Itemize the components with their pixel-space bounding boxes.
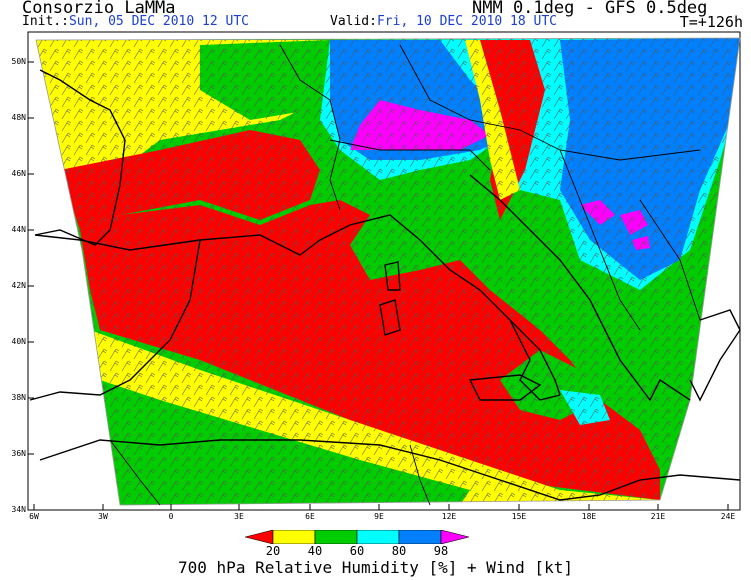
colorbar-segment-60-80 <box>356 530 400 544</box>
lon-label-24e: 24E <box>720 512 736 521</box>
colorbar <box>245 530 470 544</box>
forecast-step: T=+126h <box>679 13 743 31</box>
model-domain-outline <box>35 37 741 506</box>
init-value: Sun, 05 DEC 2010 12 UTC <box>68 14 249 29</box>
lon-label-12e: 12E <box>441 512 457 521</box>
axis-ticks <box>28 61 729 510</box>
humidity-field <box>36 38 740 505</box>
coastlines <box>29 69 741 501</box>
border-central-europe <box>399 44 701 161</box>
coast-greece <box>689 309 741 402</box>
political-borders <box>109 44 701 506</box>
sardinia <box>379 299 401 336</box>
lat-label-48n: 48N <box>11 113 26 122</box>
lon-label-3e: 3E <box>234 512 244 521</box>
lat-label-36n: 36N <box>11 449 26 458</box>
colorbar-label-80: 80 <box>391 544 407 558</box>
model-label: NMM 0.1deg - GFS 0.5deg <box>472 0 708 18</box>
init-label: Init.: <box>22 14 69 29</box>
border-balkans-east <box>639 199 701 321</box>
colorbar-label-40: 40 <box>307 544 323 558</box>
colorbar-segment-80-98 <box>398 530 442 544</box>
border-algeria-tunisia <box>409 444 431 506</box>
valid-label: Valid: <box>330 14 377 29</box>
colorbar-segment-gt98 <box>440 530 470 544</box>
lon-label-3w: 3W <box>98 512 108 521</box>
valid-time: Valid:Fri, 10 DEC 2010 18 UTC <box>330 14 557 29</box>
coast-france-atlantic <box>34 69 126 246</box>
lon-label-6w: 6W <box>29 512 39 521</box>
colorbar-segment-lt20 <box>245 530 274 544</box>
coast-calabria <box>509 319 561 401</box>
lon-label-0: 0 <box>168 512 174 521</box>
init-time: Init.:Sun, 05 DEC 2010 12 UTC <box>22 14 249 29</box>
field-caption: 700 hPa Relative Humidity [%] + Wind [kt… <box>178 558 573 577</box>
lon-label-9e: 9E <box>374 512 384 521</box>
colorbar-label-20: 20 <box>265 544 281 558</box>
valid-value: Fri, 10 DEC 2010 18 UTC <box>376 14 557 29</box>
border-alps <box>329 139 491 171</box>
lat-label-44n: 44N <box>11 225 26 234</box>
colorbar-label-98: 98 <box>433 544 449 558</box>
coast-italy-tyrrhenian <box>349 214 561 396</box>
colorbar-segment-20-40 <box>272 530 316 544</box>
lat-label-42n: 42N <box>11 281 26 290</box>
lon-label-15e: 15E <box>511 512 527 521</box>
coast-adriatic <box>469 174 691 402</box>
border-balkans <box>559 149 641 331</box>
lat-label-34n: 34N <box>11 505 26 514</box>
lat-label-40n: 40N <box>11 337 26 346</box>
corsica <box>384 261 401 291</box>
border-morocco-algeria <box>109 439 161 506</box>
coast-iberia-north-gulf-lion <box>34 224 351 256</box>
colorbar-segment-40-60 <box>314 530 358 544</box>
lon-label-21e: 21E <box>650 512 666 521</box>
colorbar-label-60: 60 <box>349 544 365 558</box>
lon-label-18e: 18E <box>581 512 597 521</box>
border-france-east <box>279 44 341 211</box>
lat-label-46n: 46N <box>11 169 26 178</box>
coast-north-africa <box>39 439 741 501</box>
sicily <box>468 374 542 401</box>
lon-label-6e: 6E <box>305 512 315 521</box>
lat-label-38n: 38N <box>11 393 26 402</box>
organization-title: Consorzio LaMMa <box>22 0 176 18</box>
lat-label-50n: 50N <box>11 57 26 66</box>
coast-iberia-east <box>29 239 201 401</box>
